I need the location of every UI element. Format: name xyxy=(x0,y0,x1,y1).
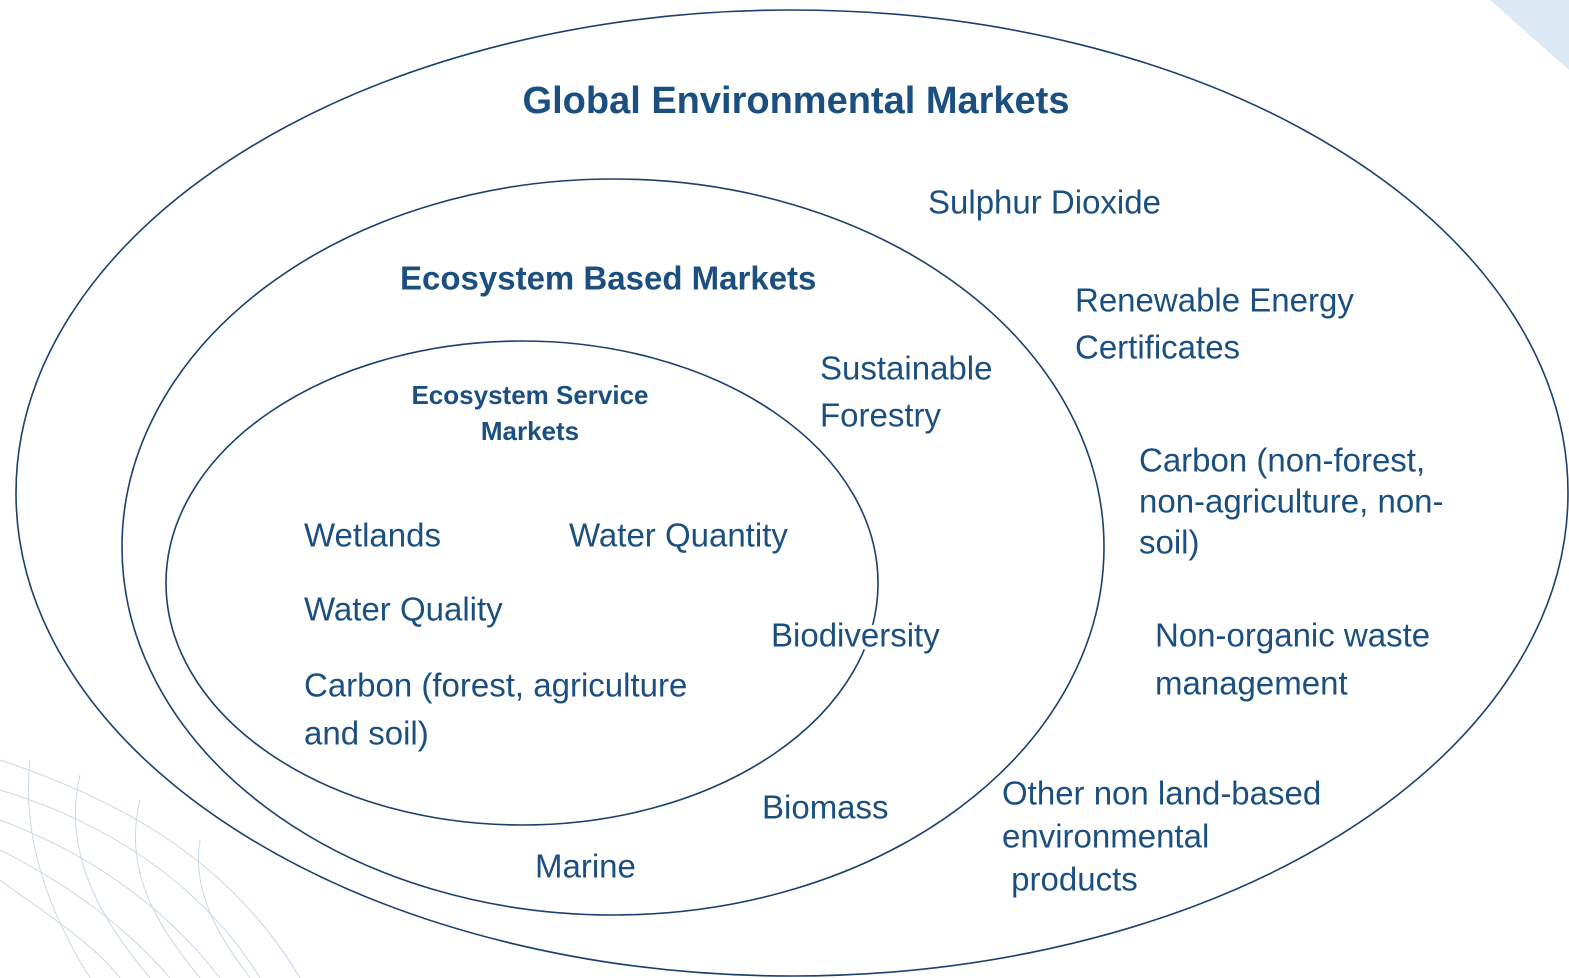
market-item: Certificates xyxy=(1075,329,1240,366)
market-item: Sulphur Dioxide xyxy=(928,184,1161,221)
market-item: Marine xyxy=(535,848,636,885)
ecosystem-service-title: Ecosystem Service xyxy=(411,380,648,410)
market-item: non-agriculture, non- xyxy=(1139,483,1444,520)
market-item: Carbon (forest, agriculture xyxy=(304,667,687,704)
market-item: Carbon (non-forest, xyxy=(1139,442,1425,479)
market-item: Non-organic waste xyxy=(1155,617,1430,654)
ecosystem-service-title: Markets xyxy=(481,416,579,446)
diagram: Global Environmental Markets Ecosystem B… xyxy=(0,0,1569,978)
market-item: Forestry xyxy=(820,397,942,434)
market-item: Water Quality xyxy=(304,591,503,628)
market-item: Biomass xyxy=(762,789,889,826)
inner-ellipse xyxy=(166,341,878,825)
ecosystem-based-title: Ecosystem Based Markets xyxy=(400,260,816,297)
market-item: management xyxy=(1155,665,1348,702)
market-item: Water Quantity xyxy=(569,517,788,554)
market-item: Wetlands xyxy=(304,517,441,554)
market-item: Sustainable xyxy=(820,350,992,387)
title: Global Environmental Markets xyxy=(523,80,1070,122)
market-item: soil) xyxy=(1139,524,1200,561)
market-item: environmental xyxy=(1002,818,1209,855)
market-item: and soil) xyxy=(304,715,429,752)
corner-decoration xyxy=(1490,0,1569,70)
market-item: Renewable Energy xyxy=(1075,282,1354,319)
mesh-decoration xyxy=(0,760,300,978)
market-item: products xyxy=(1002,861,1138,898)
market-item: Other non land-based xyxy=(1002,775,1321,812)
market-item: Biodiversity xyxy=(771,617,940,654)
